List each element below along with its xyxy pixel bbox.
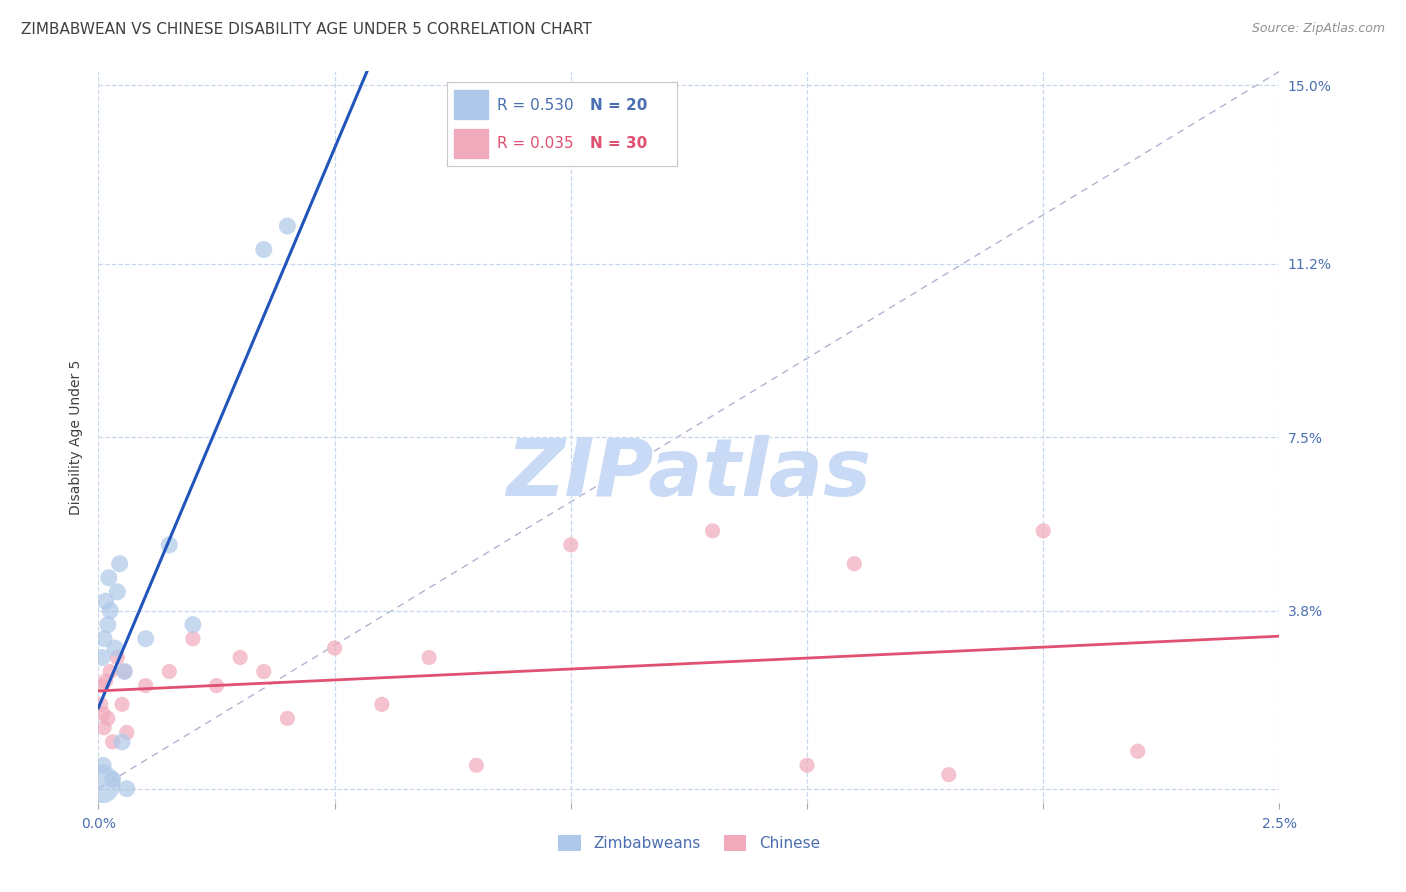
Point [181,617,204,632]
Point [105,650,128,665]
Point [91,679,114,693]
Point [90,698,112,712]
Point [253,665,276,679]
Point [112,665,135,679]
Point [97,617,120,632]
Point [90,777,112,791]
Point [702,524,724,538]
Point [253,243,276,257]
Point [94,673,117,688]
Point [105,584,128,599]
Point [98,603,121,617]
Point [465,758,488,772]
Point [93,632,115,646]
Point [181,632,204,646]
Point [91,650,114,665]
Text: ZIMBABWEAN VS CHINESE DISABILITY AGE UNDER 5 CORRELATION CHART: ZIMBABWEAN VS CHINESE DISABILITY AGE UND… [21,22,592,37]
Point [135,632,157,646]
Point [115,725,138,739]
Text: ZIPatlas: ZIPatlas [506,434,872,513]
Point [157,538,180,552]
Point [796,758,818,772]
Point [101,772,124,787]
Point [91,758,114,772]
Point [93,721,115,735]
Point [371,698,394,712]
Point [276,219,298,233]
Point [1126,744,1149,758]
Point [111,735,134,749]
Point [276,711,298,725]
Point [323,641,346,656]
Legend: Zimbabweans, Chinese: Zimbabweans, Chinese [553,830,825,857]
Point [104,641,127,656]
Point [560,538,582,552]
Point [112,665,135,679]
Point [98,665,121,679]
Point [97,571,120,585]
Point [135,679,157,693]
Text: Source: ZipAtlas.com: Source: ZipAtlas.com [1251,22,1385,36]
Point [94,594,117,608]
Point [938,767,960,781]
Point [97,711,120,725]
Point [111,698,134,712]
Point [108,557,131,571]
Point [418,650,440,665]
Point [205,679,228,693]
Point [844,557,866,571]
Point [115,781,138,796]
Point [91,706,114,721]
Y-axis label: Disability Age Under 5: Disability Age Under 5 [69,359,83,515]
Point [157,665,180,679]
Point [229,650,252,665]
Point [1032,524,1054,538]
Point [101,735,124,749]
